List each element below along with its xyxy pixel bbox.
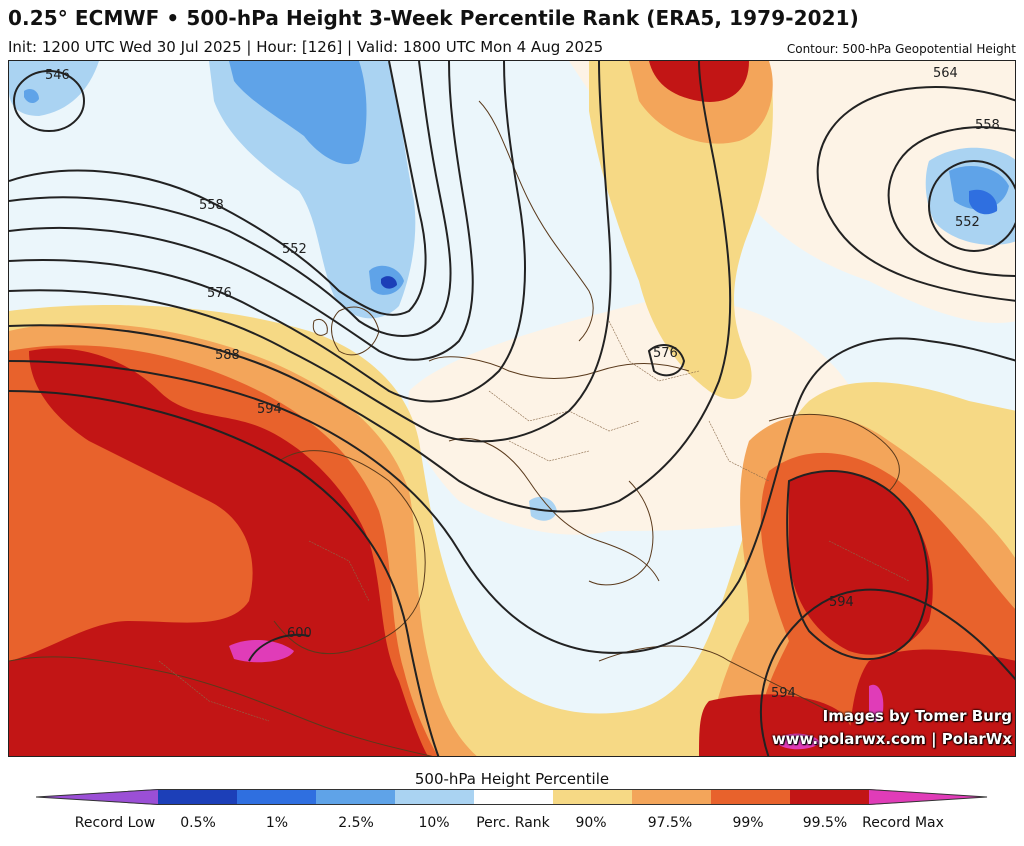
colorbar-segment: [632, 789, 711, 805]
contour-label: 552: [282, 242, 307, 257]
percentile-99-5-area-west: [9, 348, 428, 756]
colorbar-segment: [316, 789, 395, 805]
colorbar-segment: [395, 789, 474, 805]
percentile-0-5-area: [381, 276, 397, 289]
colorbar-segment: [711, 789, 790, 805]
colorbar-label: 10%: [418, 815, 450, 831]
colorbar-label: 99%: [732, 815, 764, 831]
colorbar-label: Record Low: [74, 815, 156, 831]
percentile-90-north: [589, 61, 773, 400]
percentile-1-area: [969, 189, 998, 215]
colorbar-label: 90%: [575, 815, 607, 831]
contour-label: 594: [829, 595, 854, 610]
percentile-2-5-area: [229, 61, 367, 165]
run-info: Init: 1200 UTC Wed 30 Jul 2025 | Hour: […: [8, 38, 604, 56]
contour-labels: 546 558 552 576 588 594 564 558 552 576 …: [45, 66, 1000, 701]
chart-title: 0.25° ECMWF • 500-hPa Height 3-Week Perc…: [8, 6, 859, 30]
colorbar-label: 2.5%: [338, 815, 374, 831]
contour-label: 552: [955, 215, 980, 230]
colorbar-segment: [790, 789, 869, 805]
colorbar-high-arrow: [869, 789, 988, 805]
colorbar-label: 99.5%: [802, 815, 848, 831]
contour-label: 558: [199, 198, 224, 213]
colorbar-segment: [474, 789, 553, 805]
colorbar-low-arrow: [36, 789, 158, 805]
percentile-99-5-area-north: [649, 61, 749, 102]
colorbar-label: 1%: [265, 815, 289, 831]
colorbar-segment: [553, 789, 632, 805]
percentile-99-5-area-east: [789, 470, 933, 655]
image-credit: Images by Tomer Burg: [822, 707, 1012, 725]
contour-legend: Contour: 500-hPa Geopotential Height: [786, 42, 1016, 56]
percentile-10-area-balkans: [529, 496, 557, 521]
height-contours: [9, 61, 1015, 756]
coastlines: [9, 100, 900, 756]
contour-label: 546: [45, 68, 70, 83]
colorbar: [36, 789, 988, 805]
record-max-area: [229, 639, 294, 663]
contour-label: 594: [771, 686, 796, 701]
map-canvas: 546 558 552 576 588 594 564 558 552 576 …: [9, 61, 1015, 756]
record-max-area-east: [869, 684, 884, 723]
colorbar-outline: [36, 789, 988, 805]
contour-label: 576: [653, 346, 678, 361]
percentile-2-5-area-west: [24, 88, 39, 104]
colorbar-label: Perc. Rank: [476, 815, 550, 831]
website-credit: www.polarwx.com | PolarWx: [771, 730, 1012, 748]
colorbar-label: 97.5%: [647, 815, 693, 831]
record-max-area-south: [779, 733, 821, 750]
colorbar-title: 500-hPa Height Percentile: [414, 770, 610, 788]
percentile-99-5-area-southeast: [849, 649, 1015, 756]
map-panel: 546 558 552 576 588 594 564 558 552 576 …: [8, 60, 1016, 757]
contour-label: 600: [287, 626, 312, 641]
colorbar-label: 0.5%: [180, 815, 216, 831]
colorbar-label: Record Max: [862, 815, 944, 831]
contour-label: 576: [207, 286, 232, 301]
contour-label: 594: [257, 402, 282, 417]
contour-label: 588: [215, 348, 240, 363]
contour-label: 558: [975, 118, 1000, 133]
colorbar-segment: [237, 789, 316, 805]
contour-label: 564: [933, 66, 958, 81]
colorbar-segment: [158, 789, 237, 805]
